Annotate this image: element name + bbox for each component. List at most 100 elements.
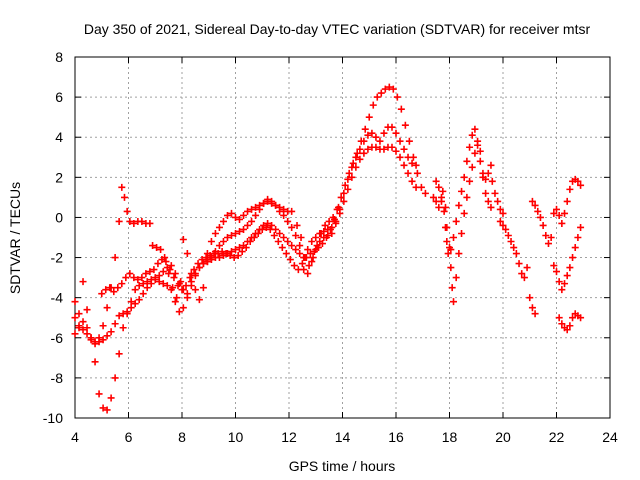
data-point: [404, 169, 412, 177]
data-point: [98, 290, 106, 298]
data-point: [577, 181, 585, 189]
data-point: [187, 270, 195, 278]
data-point: [463, 157, 471, 165]
data-point: [577, 223, 585, 231]
data-point: [195, 264, 203, 272]
data-point: [496, 205, 504, 213]
data-point: [471, 125, 479, 133]
data-point: [413, 169, 421, 177]
data-point: [242, 244, 250, 252]
data-point: [372, 143, 380, 151]
data-point: [106, 284, 114, 292]
data-point: [392, 147, 400, 155]
series-track-g: [496, 217, 531, 282]
data-point: [75, 310, 83, 318]
data-point: [536, 213, 544, 221]
data-point: [130, 219, 138, 227]
data-point: [377, 89, 385, 97]
data-point: [388, 143, 396, 151]
data-point: [278, 244, 286, 252]
data-point: [504, 231, 512, 239]
data-point: [345, 169, 353, 177]
data-point: [369, 101, 377, 109]
data-point: [149, 242, 157, 250]
data-point: [99, 404, 107, 412]
data-point: [353, 149, 361, 157]
data-point: [392, 129, 400, 137]
x-tick-label: 22: [549, 429, 565, 445]
data-point: [484, 197, 492, 205]
data-point: [202, 254, 210, 262]
data-point: [118, 183, 126, 191]
data-point: [561, 280, 569, 288]
data-point: [310, 248, 318, 256]
data-point: [223, 211, 231, 219]
chart-title: Day 350 of 2021, Sidereal Day-to-day VTE…: [84, 21, 591, 37]
data-point: [179, 236, 187, 244]
data-point: [150, 266, 158, 274]
data-point: [325, 217, 333, 225]
data-point: [450, 298, 458, 306]
data-point: [356, 155, 364, 163]
data-point: [458, 187, 466, 195]
data-point: [178, 286, 186, 294]
data-point: [288, 242, 296, 250]
series-track-i: [550, 223, 585, 334]
data-point: [309, 254, 317, 262]
data-point: [119, 324, 127, 332]
axis-ticks: [74, 56, 611, 419]
data-point: [393, 93, 401, 101]
data-point: [153, 244, 161, 252]
data-point: [380, 145, 388, 153]
data-point: [460, 209, 468, 217]
data-point: [499, 209, 507, 217]
data-point: [479, 173, 487, 181]
data-point: [292, 231, 300, 239]
data-point: [182, 282, 190, 290]
y-tick-label: 2: [55, 169, 63, 185]
data-point: [276, 229, 284, 237]
data-point: [408, 159, 416, 167]
data-point: [238, 248, 246, 256]
x-tick-label: 16: [388, 429, 404, 445]
data-point: [340, 189, 348, 197]
data-point: [318, 240, 326, 248]
data-point: [244, 221, 252, 229]
data-point: [471, 149, 479, 157]
data-point: [218, 248, 226, 256]
data-point: [308, 238, 316, 246]
data-point: [211, 229, 219, 237]
data-point: [274, 238, 282, 246]
data-point: [191, 272, 199, 280]
data-point: [260, 199, 268, 207]
data-point: [99, 336, 107, 344]
data-point: [284, 217, 292, 225]
data-point: [115, 312, 123, 320]
data-point: [179, 304, 187, 312]
data-point: [234, 252, 242, 260]
data-point: [515, 260, 523, 268]
data-point: [308, 258, 316, 266]
data-point: [288, 207, 296, 215]
data-point: [306, 250, 314, 258]
data-point: [437, 197, 445, 205]
data-point: [227, 248, 235, 256]
data-point: [334, 203, 342, 211]
data-point: [550, 262, 558, 270]
data-point: [563, 326, 571, 334]
data-point: [542, 231, 550, 239]
data-point: [194, 260, 202, 268]
data-point: [79, 326, 87, 334]
data-point: [528, 197, 536, 205]
data-point: [219, 238, 227, 246]
data-point: [236, 215, 244, 223]
data-point: [518, 270, 526, 278]
data-point: [99, 322, 107, 330]
data-point: [405, 137, 413, 145]
data-point: [412, 161, 420, 169]
data-point: [441, 203, 449, 211]
data-point: [268, 221, 276, 229]
data-point: [155, 272, 163, 280]
data-point: [252, 203, 260, 211]
data-point: [296, 250, 304, 258]
